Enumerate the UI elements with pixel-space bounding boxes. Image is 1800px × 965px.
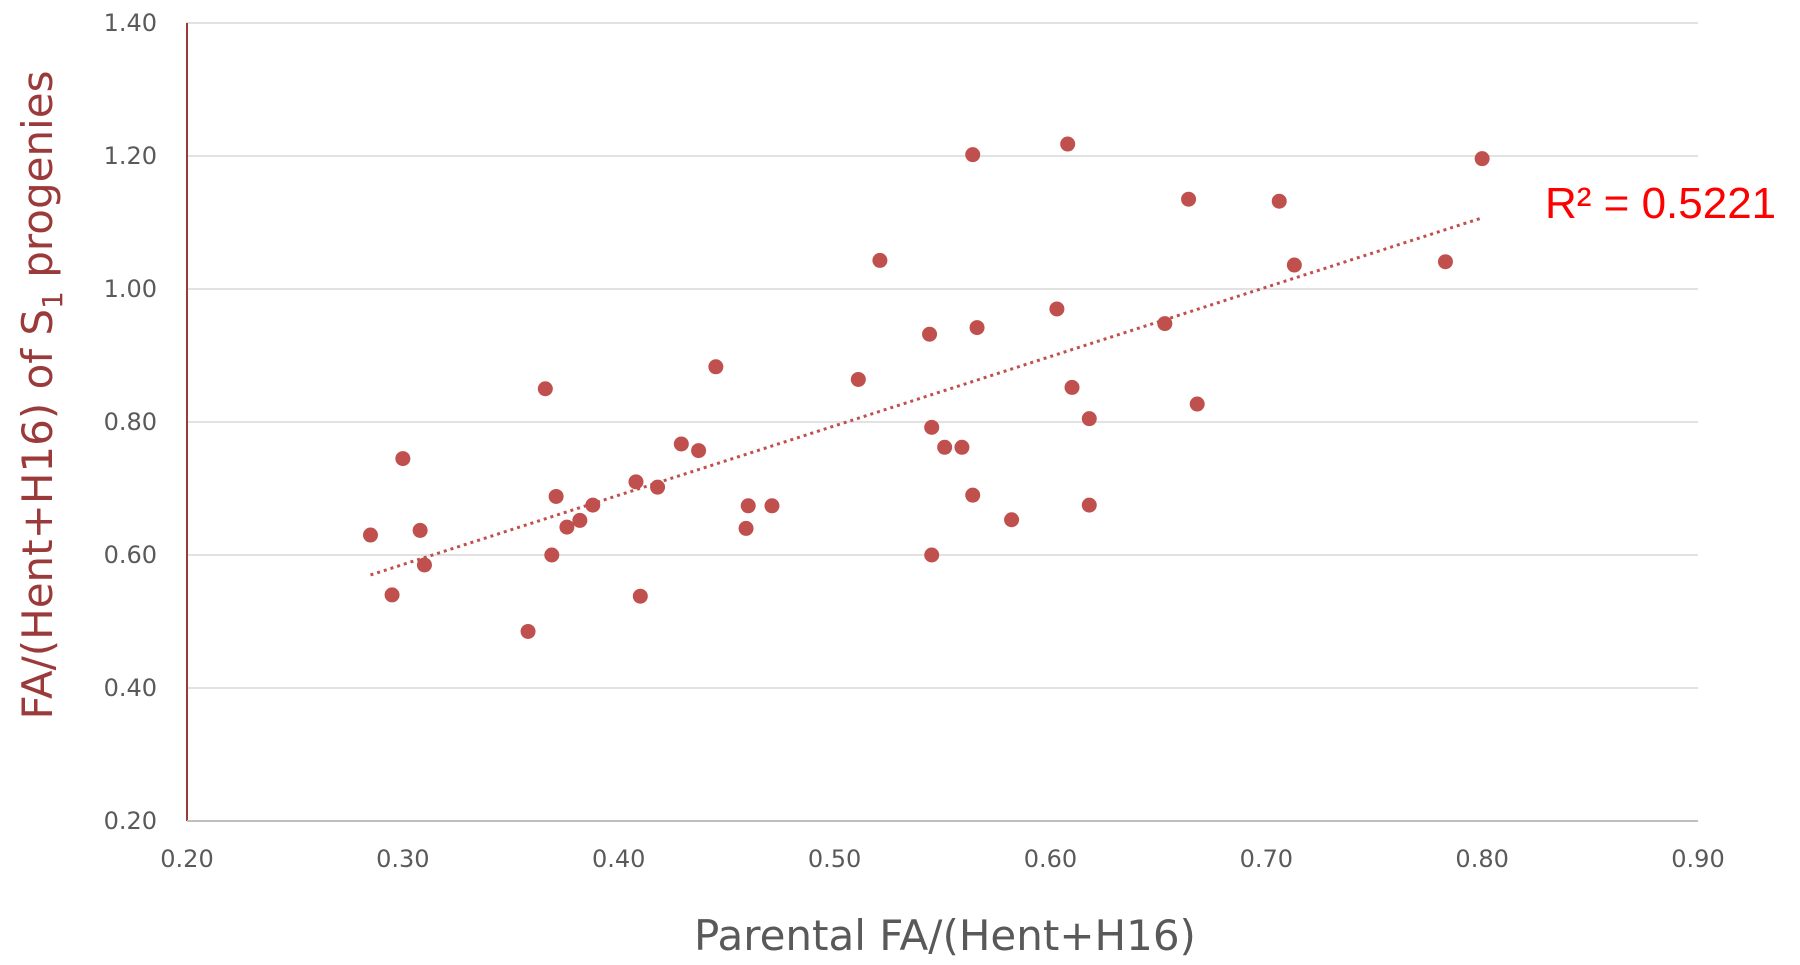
data-point xyxy=(1286,257,1302,273)
data-point xyxy=(708,359,724,375)
data-point xyxy=(691,443,707,459)
x-tick-label: 0.60 xyxy=(1024,845,1077,873)
data-points xyxy=(362,136,1490,639)
x-tick-label: 0.40 xyxy=(592,845,645,873)
x-axis-title: Parental FA/(Hent+H16) xyxy=(694,911,1196,960)
x-tick-label: 0.70 xyxy=(1240,845,1293,873)
data-point xyxy=(924,419,940,435)
y-tick-labels: 0.20 0.40 0.60 0.80 1.00 1.20 1.40 xyxy=(104,9,157,835)
data-point xyxy=(544,547,560,563)
data-point xyxy=(395,451,411,467)
data-point xyxy=(520,623,536,639)
data-point xyxy=(1004,512,1020,528)
data-point xyxy=(1271,193,1287,209)
data-point xyxy=(628,474,644,490)
data-point xyxy=(1064,379,1080,395)
data-point xyxy=(764,498,780,514)
y-axis-title: FA/(Hent+H16) of S1 progenies xyxy=(13,71,69,720)
data-point xyxy=(416,557,432,573)
data-point xyxy=(1081,411,1097,427)
data-point xyxy=(559,519,575,535)
data-point xyxy=(384,587,400,603)
y-axis-title-tail: progenies xyxy=(13,71,62,292)
y-tick-label: 0.20 xyxy=(104,807,157,835)
data-point xyxy=(1437,254,1453,270)
data-point xyxy=(537,381,553,397)
data-point xyxy=(673,436,689,452)
data-point xyxy=(585,497,601,513)
x-tick-label: 0.50 xyxy=(808,845,861,873)
x-tick-label: 0.20 xyxy=(160,845,213,873)
data-point xyxy=(924,547,940,563)
y-tick-label: 0.80 xyxy=(104,408,157,436)
data-point xyxy=(1049,301,1065,317)
y-axis-title-main: FA/(Hent+H16) of S xyxy=(13,309,62,720)
data-point xyxy=(548,488,564,504)
data-point xyxy=(937,439,953,455)
data-point xyxy=(965,487,981,503)
data-point xyxy=(1474,151,1490,167)
data-point xyxy=(740,498,756,514)
data-point xyxy=(632,588,648,604)
y-tick-label: 0.60 xyxy=(104,541,157,569)
y-tick-label: 1.00 xyxy=(104,275,157,303)
data-point xyxy=(572,512,588,528)
y-tick-label: 1.40 xyxy=(104,9,157,37)
y-tick-label: 0.40 xyxy=(104,674,157,702)
data-point xyxy=(872,252,888,268)
y-tick-label: 1.20 xyxy=(104,142,157,170)
data-point xyxy=(1189,396,1205,412)
data-point xyxy=(412,522,428,538)
data-point xyxy=(954,439,970,455)
trendline xyxy=(370,216,1483,577)
x-tick-label: 0.80 xyxy=(1455,845,1508,873)
data-point xyxy=(1060,136,1076,152)
data-point xyxy=(965,147,981,163)
y-axis-title-subscript: 1 xyxy=(36,291,69,309)
data-point xyxy=(650,479,666,495)
data-point xyxy=(850,371,866,387)
x-tick-labels: 0.20 0.30 0.40 0.50 0.60 0.70 0.80 0.90 xyxy=(160,845,1724,873)
gridlines xyxy=(187,22,1698,689)
x-tick-label: 0.90 xyxy=(1671,845,1724,873)
data-point xyxy=(922,326,938,342)
r-squared-label: R² = 0.5221 xyxy=(1545,179,1776,228)
data-point xyxy=(1157,316,1173,332)
data-point xyxy=(1081,497,1097,513)
data-point xyxy=(362,527,378,543)
x-tick-label: 0.30 xyxy=(376,845,429,873)
data-point xyxy=(969,320,985,336)
data-point xyxy=(738,520,754,536)
data-point xyxy=(1181,191,1197,207)
